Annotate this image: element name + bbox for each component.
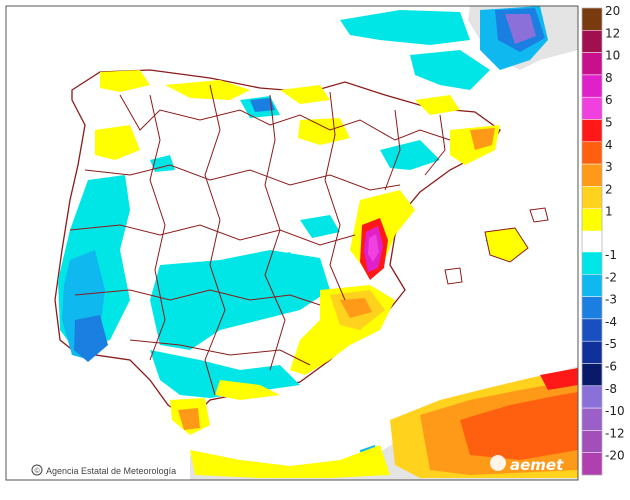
legend-swatch-neg-4: [581, 340, 603, 364]
legend-label-neg-5: -6: [605, 360, 617, 374]
aemet-logo-icon: [490, 455, 506, 471]
legend-swatch-neg-8: [581, 430, 603, 453]
legend-swatch-pos-6: [581, 141, 603, 165]
legend-swatch-pos-3: [581, 74, 603, 98]
legend-swatch-pos-7: [581, 163, 603, 187]
legend-swatch-pos-0: [581, 7, 603, 31]
legend-label-neg-0: -1: [605, 248, 617, 262]
legend-label-neg-7: -10: [605, 404, 625, 418]
legend-label-pos-8: 2: [605, 182, 613, 196]
legend-label-pos-5: 5: [605, 116, 613, 130]
map-border: [5, 5, 579, 481]
anomaly-plus2-areas: [178, 128, 578, 478]
brand-group: aemet: [490, 455, 564, 474]
legend-swatch-neg-7: [581, 407, 603, 431]
legend-label-pos-4: 6: [605, 93, 613, 107]
legend-label-pos-2: 10: [605, 49, 620, 63]
legend-label-neg-8: -12: [605, 426, 625, 440]
legend-label-pos-9: 1: [605, 205, 613, 219]
legend-label-neg-1: -2: [605, 270, 617, 284]
legend-swatch-pos-9: [581, 208, 603, 232]
legend-label-neg-4: -5: [605, 337, 617, 351]
legend-label-pos-7: 3: [605, 160, 613, 174]
legend-label-neg-9: -20: [605, 449, 625, 463]
legend-swatch-neg-3: [581, 318, 603, 342]
balearic-islands: [444, 207, 549, 285]
copyright-symbol: ©: [35, 467, 41, 475]
legend-swatch-pos-5: [581, 119, 603, 143]
legend-swatch-pos-1: [581, 30, 603, 53]
legend-swatch-neg-1: [581, 274, 603, 297]
legend-label-neg-6: -8: [605, 382, 617, 396]
legend-swatch-pos-8: [581, 186, 603, 209]
legend-swatch-pos-2: [581, 52, 603, 76]
anomaly-hotspot: [360, 218, 388, 280]
copyright-icon: [31, 464, 43, 476]
legend-label-pos-3: 8: [605, 71, 613, 85]
brand-text: aemet: [510, 456, 564, 474]
legend-swatch-neg-5: [581, 363, 603, 387]
legend-swatch-neg-9: [581, 452, 603, 476]
legend-label-pos-0: 20: [605, 4, 620, 18]
credit-text: Agencia Estatal de Meteorología: [46, 466, 176, 476]
legend-frame: [581, 7, 603, 476]
legend-swatch-neg-2: [581, 296, 603, 320]
legend-label-neg-3: -4: [605, 315, 617, 329]
province-borders: [69, 84, 451, 396]
legend-swatch-pos-4: [581, 96, 603, 120]
legend-swatch-neg-0: [581, 251, 603, 275]
credit-group: © Agencia Estatal de Meteorología: [31, 464, 176, 476]
legend: 20 12 10 8 6 5 4 3 2 1 -1 -2 -3 -4 -5 -6 -8 -10 -12 -20: [581, 4, 625, 476]
legend-label-pos-1: 12: [605, 26, 620, 40]
legend-label-pos-6: 4: [605, 138, 613, 152]
legend-label-neg-2: -3: [605, 293, 617, 307]
legend-swatch-neg-6: [581, 385, 603, 409]
